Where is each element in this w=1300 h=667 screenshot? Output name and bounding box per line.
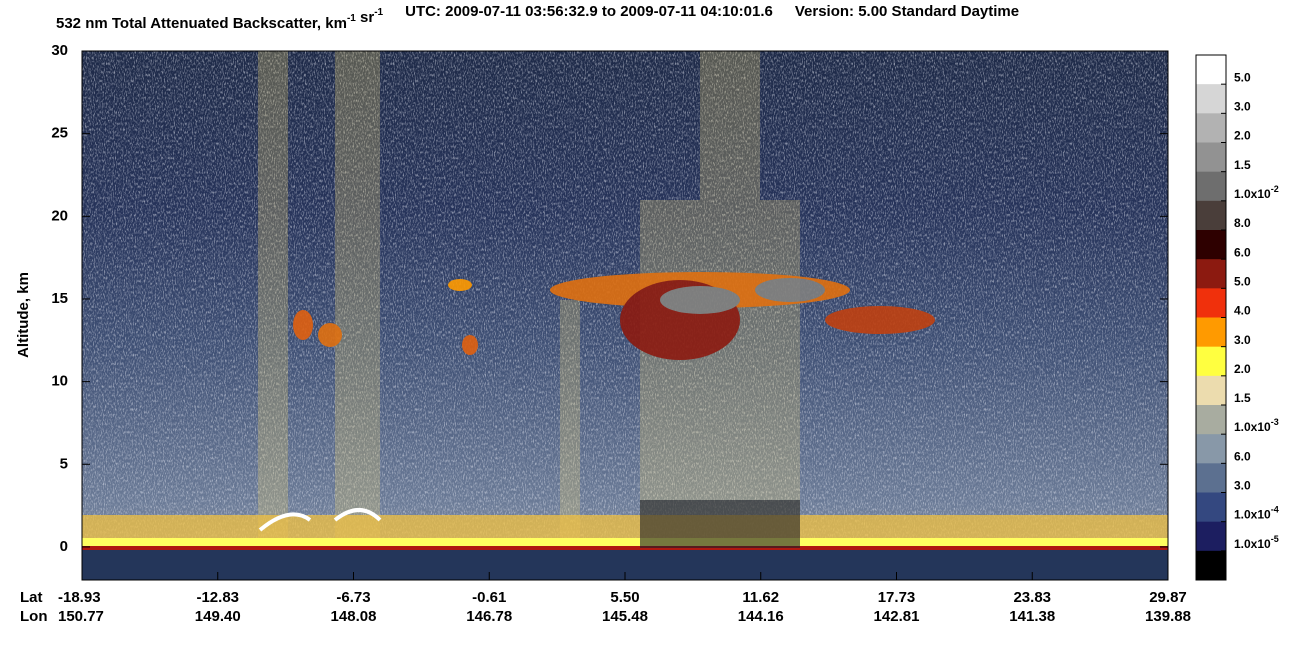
colorbar-swatch xyxy=(1196,346,1226,377)
colorbar-label: 4.0 xyxy=(1234,304,1251,318)
colorbar-swatch xyxy=(1196,550,1226,581)
colorbar-label: 1.5 xyxy=(1234,391,1251,405)
x-tick-label: -6.73 xyxy=(336,589,370,606)
colorbar-label: 3.0 xyxy=(1234,100,1251,114)
x-tick-label: 150.77 xyxy=(58,608,104,625)
x-tick-label: 11.62 xyxy=(742,589,779,606)
colorbar-label: 1.0x10-5 xyxy=(1234,534,1279,551)
colorbar-label: 5.0 xyxy=(1234,70,1251,84)
colorbar-label-exp: -3 xyxy=(1271,418,1279,428)
title-part: 532 nm Total Attenuated Backscatter, km xyxy=(56,15,347,32)
x-tick-label: 149.40 xyxy=(195,608,241,625)
colorbar-label-base: 1.0x10 xyxy=(1234,187,1271,201)
x-tick-label: 5.50 xyxy=(610,589,639,606)
x-row-name: Lon xyxy=(20,608,48,625)
x-tick-label: 139.88 xyxy=(1145,608,1191,625)
title-part: UTC: 2009-07-11 03:56:32.9 to 2009-07-11… xyxy=(405,3,773,20)
x-tick-label: -18.93 xyxy=(58,589,101,606)
colorbar-label: 6.0 xyxy=(1234,450,1251,464)
title-part: Version: 5.00 Standard Daytime xyxy=(795,3,1019,20)
y-axis-label: Altitude, km xyxy=(15,272,32,358)
colorbar-label-base: 1.0x10 xyxy=(1234,508,1271,522)
colorbar-swatch xyxy=(1196,230,1226,260)
colorbar-label: 3.0 xyxy=(1234,333,1251,347)
x-tick-label: 23.83 xyxy=(1013,589,1051,606)
title-superscript: -1 xyxy=(347,13,356,24)
colorbar-label-base: 1.0x10 xyxy=(1234,420,1271,434)
y-tick-label: 5 xyxy=(60,455,68,472)
colorbar-label: 1.0x10-4 xyxy=(1234,505,1279,522)
chart-title: 532 nm Total Attenuated Backscatter, km-… xyxy=(56,3,1019,32)
x-tick-label: -0.61 xyxy=(472,589,506,606)
colorbar-swatch xyxy=(1196,492,1226,523)
y-tick-label: 10 xyxy=(51,373,68,390)
colorbar-label-base: 1.0x10 xyxy=(1234,537,1271,551)
y-tick-label: 20 xyxy=(51,207,68,224)
colorbar-label: 1.0x10-2 xyxy=(1234,184,1279,201)
colorbar-label: 2.0 xyxy=(1234,129,1251,143)
x-tick-label: -12.83 xyxy=(196,589,239,606)
colorbar-swatch xyxy=(1196,171,1226,202)
x-tick-label: 141.38 xyxy=(1009,608,1055,625)
colorbar-label-exp: -5 xyxy=(1271,534,1279,544)
colorbar-label: 6.0 xyxy=(1234,245,1251,259)
title-part: sr xyxy=(356,9,375,26)
colorbar-label: 2.0 xyxy=(1234,362,1251,376)
x-tick-label: 145.48 xyxy=(602,608,648,625)
colorbar-swatch xyxy=(1196,521,1226,552)
x-tick-label: 148.08 xyxy=(331,608,377,625)
y-tick-label: 15 xyxy=(51,290,68,307)
colorbar-swatch xyxy=(1196,113,1226,143)
colorbar-swatch xyxy=(1196,84,1226,114)
colorbar-swatch xyxy=(1196,317,1226,348)
x-tick-label: 29.87 xyxy=(1149,589,1187,606)
colorbar-label: 3.0 xyxy=(1234,479,1251,493)
title-superscript: -1 xyxy=(374,7,383,18)
colorbar-swatch xyxy=(1196,434,1226,464)
colorbar-swatch xyxy=(1196,375,1226,406)
x-tick-label: 17.73 xyxy=(878,589,916,606)
colorbar-label: 5.0 xyxy=(1234,275,1251,289)
colorbar-swatch xyxy=(1196,55,1226,85)
x-tick-label: 144.16 xyxy=(738,608,784,625)
colorbar-swatch xyxy=(1196,405,1226,435)
colorbar-swatch xyxy=(1196,200,1226,231)
x-tick-label: 142.81 xyxy=(874,608,920,625)
colorbar-swatch xyxy=(1196,463,1226,493)
colorbar-swatch xyxy=(1196,142,1226,173)
colorbar-swatch xyxy=(1196,259,1226,289)
backscatter-image xyxy=(82,51,1168,580)
colorbar-swatch xyxy=(1196,288,1226,318)
colorbar-label: 8.0 xyxy=(1234,216,1251,230)
x-tick-label: 146.78 xyxy=(466,608,512,625)
y-tick-label: 30 xyxy=(51,42,68,59)
y-tick-label: 0 xyxy=(60,538,68,555)
x-row-name: Lat xyxy=(20,589,43,606)
colorbar-label: 1.0x10-3 xyxy=(1234,418,1279,435)
colorbar-label-exp: -2 xyxy=(1271,184,1279,194)
colorbar-label-exp: -4 xyxy=(1271,505,1279,515)
y-tick-label: 25 xyxy=(51,125,68,142)
colorbar-label: 1.5 xyxy=(1234,158,1251,172)
